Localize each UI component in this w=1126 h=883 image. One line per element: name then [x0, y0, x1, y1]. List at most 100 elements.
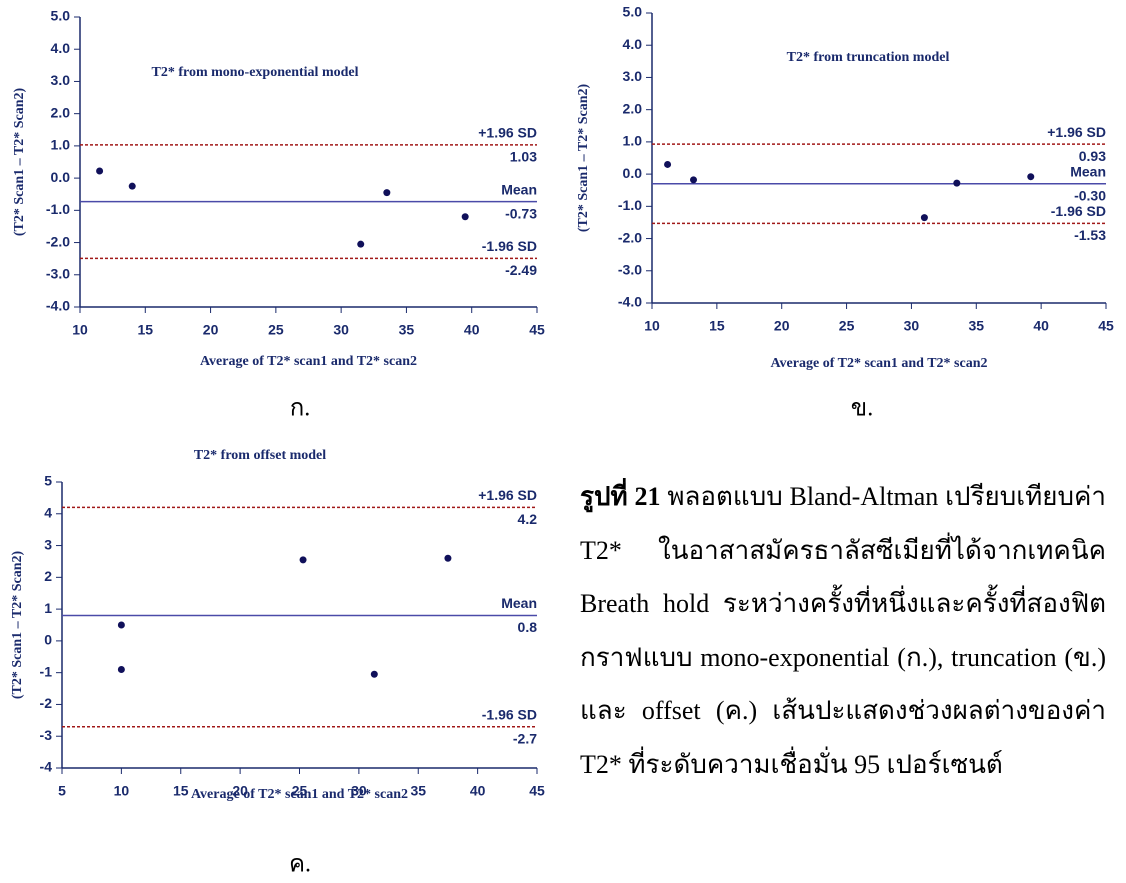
y-tick-label: -2 — [40, 695, 53, 711]
y-tick-label: 2 — [44, 568, 52, 584]
y-tick-label: 3.0 — [51, 72, 71, 88]
reference-value: -0.30 — [1074, 187, 1106, 203]
data-point — [1027, 173, 1034, 180]
chart-title: T2* from truncation model — [787, 50, 950, 65]
data-point — [953, 180, 960, 187]
reference-value: 4.2 — [518, 511, 538, 527]
x-tick-label: 25 — [268, 322, 284, 338]
reference-label: Mean — [501, 595, 537, 611]
x-tick-label: 5 — [58, 783, 66, 799]
x-tick-label: 45 — [529, 322, 545, 338]
chart-title: T2* from mono-exponential model — [151, 65, 358, 80]
x-tick-label: 10 — [644, 318, 660, 334]
panel-label: ก. — [290, 396, 311, 422]
panel-label: ข. — [851, 396, 873, 422]
data-point — [383, 189, 390, 196]
x-tick-label: 40 — [1033, 318, 1049, 334]
y-tick-label: -2.0 — [46, 233, 70, 249]
y-axis-label: (T2* Scan1 – T2* Scan2) — [576, 84, 591, 233]
reference-label: +1.96 SD — [1047, 124, 1106, 140]
reference-label: +1.96 SD — [478, 125, 537, 141]
x-tick-label: 30 — [333, 322, 349, 338]
reference-label: +1.96 SD — [478, 487, 537, 503]
y-axis-label: (T2* Scan1 – T2* Scan2) — [10, 551, 25, 700]
x-tick-label: 20 — [203, 322, 219, 338]
reference-value: -2.49 — [505, 262, 537, 278]
y-tick-label: -4.0 — [618, 294, 642, 310]
x-axis-label: Average of T2* scan1 and T2* scan2 — [770, 356, 987, 371]
caption: รูปที่ 21 พลอตแบบ Bland-Altman เปรียบเที… — [580, 470, 1106, 791]
reference-value: 0.93 — [1079, 148, 1106, 164]
x-tick-label: 10 — [114, 783, 130, 799]
y-tick-label: -4.0 — [46, 298, 70, 314]
y-tick-label: 5.0 — [623, 4, 643, 20]
x-tick-label: 40 — [470, 783, 486, 799]
y-tick-label: 0.0 — [623, 165, 643, 181]
y-tick-label: 0.0 — [51, 169, 71, 185]
reference-value: -2.7 — [513, 730, 537, 746]
data-point — [118, 666, 125, 673]
caption-label: รูปที่ 21 — [580, 482, 660, 511]
data-point — [371, 671, 378, 678]
data-point — [690, 176, 697, 183]
data-point — [129, 183, 136, 190]
y-tick-label: -3.0 — [46, 265, 70, 281]
x-tick-label: 35 — [968, 318, 984, 334]
y-tick-label: 4 — [44, 504, 52, 520]
x-tick-label: 20 — [774, 318, 790, 334]
reference-label: Mean — [1070, 163, 1106, 179]
y-tick-label: 4.0 — [51, 40, 71, 56]
y-tick-label: 1.0 — [623, 133, 643, 149]
y-tick-label: -3 — [40, 727, 53, 743]
y-tick-label: -1.0 — [618, 197, 642, 213]
data-point — [444, 555, 451, 562]
x-axis-label: Average of T2* scan1 and T2* scan2 — [191, 787, 408, 802]
reference-value: 0.8 — [518, 619, 538, 635]
reference-label: -1.96 SD — [1051, 203, 1106, 219]
reference-value: -0.73 — [505, 205, 537, 221]
reference-label: -1.96 SD — [482, 238, 537, 254]
x-tick-label: 15 — [137, 322, 153, 338]
reference-label: -1.96 SD — [482, 706, 537, 722]
y-tick-label: 5.0 — [51, 8, 71, 24]
y-tick-label: 3 — [44, 536, 52, 552]
x-tick-label: 40 — [464, 322, 480, 338]
y-tick-label: -4 — [40, 759, 53, 775]
y-tick-label: 1 — [44, 600, 52, 616]
chart-title: T2* from offset model — [194, 448, 326, 463]
data-point — [462, 213, 469, 220]
x-tick-label: 35 — [410, 783, 426, 799]
y-tick-label: 2.0 — [623, 100, 643, 116]
data-point — [96, 168, 103, 175]
data-point — [118, 622, 125, 629]
y-tick-label: 0 — [44, 632, 52, 648]
y-axis-label: (T2* Scan1 – T2* Scan2) — [12, 88, 27, 237]
x-tick-label: 45 — [529, 783, 545, 799]
x-tick-label: 10 — [72, 322, 88, 338]
y-tick-label: 3.0 — [623, 68, 643, 84]
y-tick-label: -2.0 — [618, 229, 642, 245]
page: -4.0-3.0-2.0-1.00.01.02.03.04.05.0101520… — [0, 0, 1126, 883]
reference-value: 1.03 — [510, 149, 537, 165]
x-tick-label: 30 — [904, 318, 920, 334]
x-tick-label: 25 — [839, 318, 855, 334]
y-tick-label: -3.0 — [618, 261, 642, 277]
y-tick-label: 5 — [44, 473, 52, 489]
y-tick-label: 1.0 — [51, 137, 71, 153]
caption-text: พลอตแบบ Bland-Altman เปรียบเทียบค่า T2* … — [580, 482, 1106, 779]
x-axis-label: Average of T2* scan1 and T2* scan2 — [200, 354, 417, 369]
x-tick-label: 45 — [1098, 318, 1114, 334]
y-tick-label: -1.0 — [46, 201, 70, 217]
data-point — [921, 214, 928, 221]
x-tick-label: 15 — [173, 783, 189, 799]
x-tick-label: 15 — [709, 318, 725, 334]
data-point — [357, 241, 364, 248]
data-point — [664, 161, 671, 168]
reference-value: -1.53 — [1074, 227, 1106, 243]
y-tick-label: 4.0 — [623, 36, 643, 52]
x-tick-label: 35 — [399, 322, 415, 338]
y-tick-label: -1 — [40, 663, 53, 679]
panel-label: ค. — [289, 852, 311, 878]
y-tick-label: 2.0 — [51, 104, 71, 120]
reference-label: Mean — [501, 181, 537, 197]
